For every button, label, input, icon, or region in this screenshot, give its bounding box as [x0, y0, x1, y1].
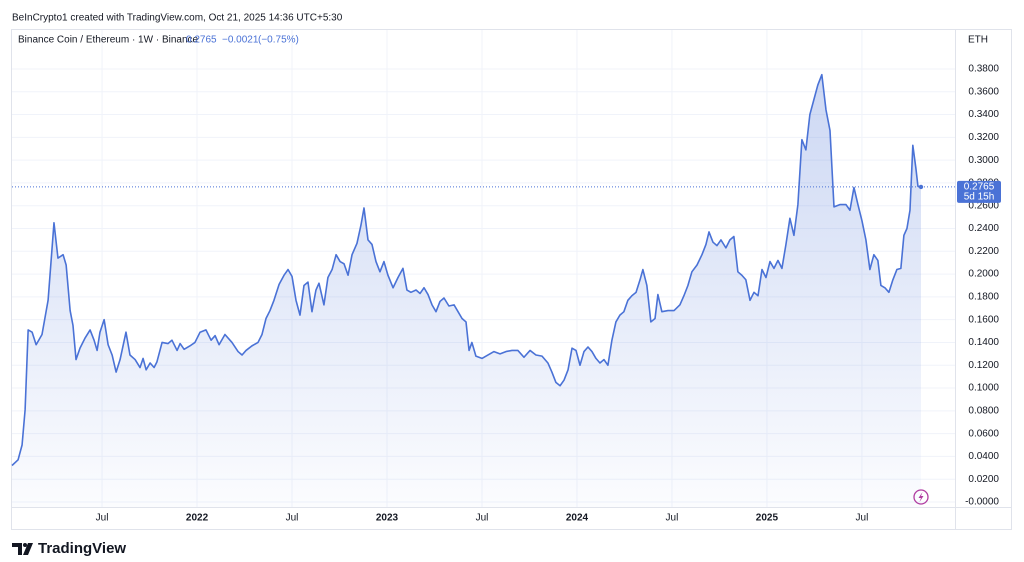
axes: -0.0000 0.0200 0.0400 0.0600 0.0800 0.1000 0.1… — [96, 64, 1001, 524]
caption: BeInCrypto1 created with TradingView.com… — [12, 13, 343, 24]
y-tick-label: 0.2200 — [968, 246, 999, 257]
y-tick-label: 0.0200 — [968, 474, 999, 485]
area-fill — [12, 74, 921, 508]
y-tick-label: 0.3200 — [968, 132, 999, 143]
x-tick-label: 2023 — [376, 513, 399, 524]
y-tick-label: 0.3600 — [968, 86, 999, 97]
x-tick-label: 2022 — [186, 513, 209, 524]
x-tick-label: 2025 — [756, 513, 779, 524]
tradingview-logo — [12, 543, 33, 555]
y-tick-label: 0.2400 — [968, 223, 999, 234]
y-tick-label: 0.1600 — [968, 314, 999, 325]
countdown: 5d 15h — [964, 192, 995, 203]
x-tick-label: Jul — [96, 513, 109, 524]
legend-last: 0.2765 — [186, 35, 217, 46]
y-tick-label: 0.3000 — [968, 155, 999, 166]
chart-frame — [11, 29, 1012, 530]
x-tick-label: Jul — [476, 513, 489, 524]
x-tick-label: Jul — [666, 513, 679, 524]
y-tick-label: -0.0000 — [965, 497, 999, 508]
last-price-label: 0.2765 — [964, 182, 995, 193]
y-tick-label: 0.3400 — [968, 109, 999, 120]
y-tick-label: 0.1800 — [968, 292, 999, 303]
y-tick-label: 0.2000 — [968, 269, 999, 280]
x-tick-label: Jul — [856, 513, 869, 524]
legend-change: −0.0021 — [222, 35, 259, 46]
y-tick-label: 0.0400 — [968, 451, 999, 462]
y-tick-label: 0.2600 — [968, 200, 999, 211]
legend-change-pct: (−0.75%) — [258, 35, 299, 46]
last-point — [918, 184, 924, 190]
y-tick-label: 0.0800 — [968, 405, 999, 416]
y-tick-label: 0.1000 — [968, 383, 999, 394]
x-tick-label: Jul — [286, 513, 299, 524]
last-price-box — [957, 180, 1001, 203]
x-tick-label: 2024 — [566, 513, 589, 524]
currency[interactable]: ETH — [968, 35, 988, 46]
y-tick-label: 0.1400 — [968, 337, 999, 348]
price-line — [11, 73, 922, 467]
brand: TradingView — [38, 540, 126, 557]
plot — [11, 73, 955, 508]
alert-icon[interactable] — [913, 489, 929, 505]
symbol-title: Binance Coin / Ethereum · 1W · Binance — [18, 35, 199, 46]
y-tick-label: 0.0600 — [968, 428, 999, 439]
y-tick-label: 0.3800 — [968, 64, 999, 75]
y-tick-label: 0.1200 — [968, 360, 999, 371]
